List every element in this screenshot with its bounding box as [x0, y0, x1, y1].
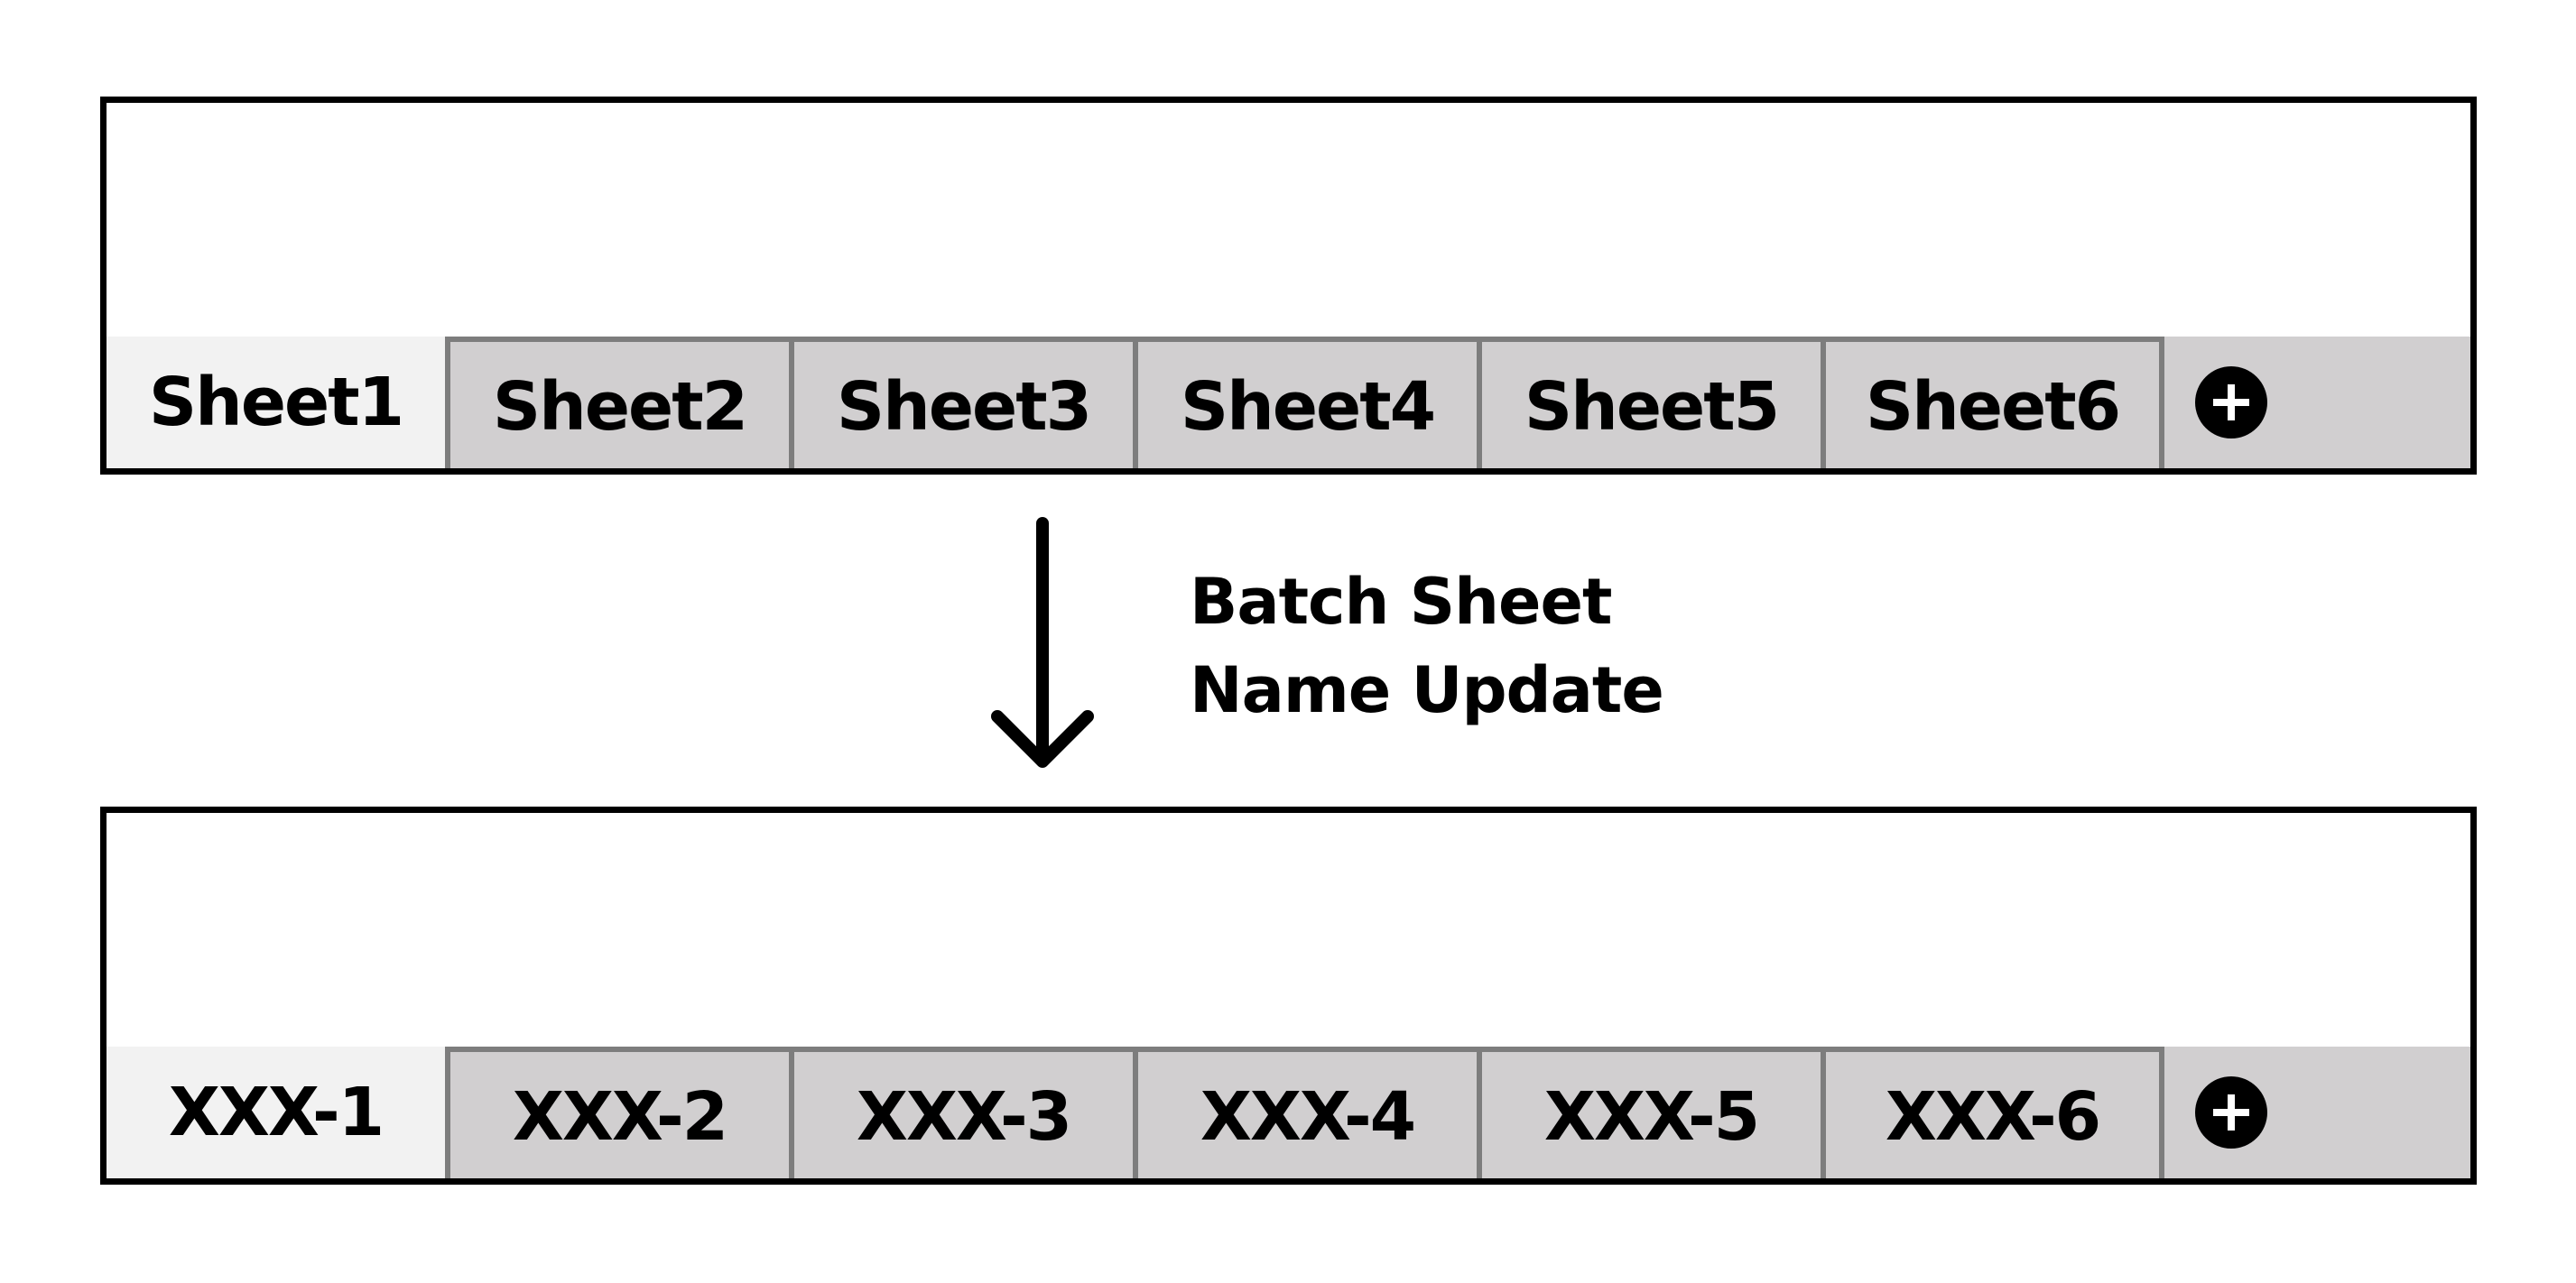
sheet-tab-4[interactable]: XXX-4 [1133, 1047, 1477, 1178]
sheet-tab-3[interactable]: XXX-3 [789, 1047, 1133, 1178]
sheet-tab-5[interactable]: XXX-5 [1477, 1047, 1821, 1178]
sheet-tab-4[interactable]: Sheet4 [1133, 337, 1477, 468]
sheet-tab-6[interactable]: XXX-6 [1821, 1047, 2164, 1178]
add-sheet-button[interactable] [2195, 1076, 2267, 1149]
caption-line-1: Batch Sheet [1190, 565, 1612, 639]
sheet-tab-bar: XXX-1 XXX-2 XXX-3 XXX-4 XXX-5 XXX-6 [107, 1047, 2470, 1178]
add-sheet-button[interactable] [2195, 366, 2267, 438]
plus-circle-icon [2213, 1094, 2249, 1131]
sheet-tab-3[interactable]: Sheet3 [789, 337, 1133, 468]
sheet-tab-2[interactable]: XXX-2 [445, 1047, 789, 1178]
caption-line-2: Name Update [1190, 653, 1664, 727]
sheet-tab-6[interactable]: Sheet6 [1821, 337, 2164, 468]
spreadsheet-after: XXX-1 XXX-2 XXX-3 XXX-4 XXX-5 XXX-6 [100, 807, 2477, 1185]
sheet-tab-5[interactable]: Sheet5 [1477, 337, 1821, 468]
tab-bar-filler [2164, 1047, 2470, 1178]
arrow-down-icon [991, 517, 1094, 768]
sheet-tab-bar: Sheet1 Sheet2 Sheet3 Sheet4 Sheet5 Sheet… [107, 337, 2470, 468]
sheet-tab-1[interactable]: XXX-1 [107, 1047, 445, 1178]
sheet-tab-2[interactable]: Sheet2 [445, 337, 789, 468]
batch-rename-caption: Batch Sheet Name Update [1190, 558, 1664, 734]
tab-bar-filler [2164, 337, 2470, 468]
sheet-tab-1[interactable]: Sheet1 [107, 337, 445, 468]
plus-circle-icon [2213, 384, 2249, 420]
spreadsheet-before: Sheet1 Sheet2 Sheet3 Sheet4 Sheet5 Sheet… [100, 97, 2477, 475]
